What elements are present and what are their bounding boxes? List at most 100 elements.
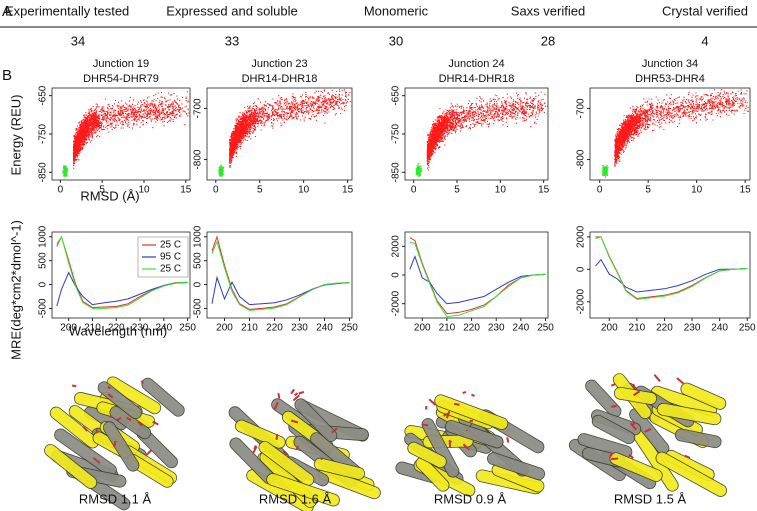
cd-line [595,236,748,300]
column-header: Saxs verified [511,3,585,18]
y-tick-label: 500 [38,252,49,269]
energy-cloud [614,89,749,167]
x-tick-label: 5 [99,185,105,196]
rmsd-label: RMSD 1.5 Å [614,491,687,506]
y-tick-label: 0 [391,272,402,278]
helix [487,452,546,481]
x-axis-label: Wavelength (nm) [69,323,168,338]
side-chain [295,445,300,450]
y-tick-label: 2000 [391,235,402,258]
side-chain [320,457,323,461]
helix [313,457,365,480]
plot-frame [589,87,751,181]
legend-label: 25 C [160,240,181,251]
x-tick-label: 230 [132,323,149,334]
x-tick-label: 230 [488,323,505,334]
side-chain [471,393,475,397]
x-tick-label: 240 [155,323,172,334]
x-tick-label: 210 [241,323,258,334]
helix [49,406,99,449]
legend-label: 95 C [160,252,181,263]
helix [585,379,622,418]
y-tick-label: -700 [193,98,204,118]
plot-frame [51,231,191,319]
x-tick-label: 200 [216,323,233,334]
x-tick-label: 220 [108,323,125,334]
rmsd-label: RMSD 0.9 Å [434,491,507,506]
side-chain [290,419,299,424]
side-chain [290,388,296,395]
plot-frame [589,231,751,319]
legend-label: 25 C [160,264,181,275]
count: 33 [225,33,239,48]
helix [102,421,140,472]
x-tick-label: 10 [298,185,310,196]
side-chain [108,415,112,419]
side-chain [116,416,122,422]
helix [97,381,142,420]
helix [591,414,636,445]
x-tick-label: 5 [454,185,460,196]
count: 34 [71,33,85,48]
x-tick-label: 240 [316,323,333,334]
y-tick-label: 0 [38,281,49,287]
y-tick-label: -2000 [576,289,587,315]
side-chain [82,425,89,432]
side-chain [609,452,614,458]
cd-line [409,254,546,305]
x-tick-label: 220 [463,323,480,334]
junction-title: Junction 23 [251,58,307,70]
helix [141,377,185,417]
x-tick-label: 250 [537,323,554,334]
helix [674,428,722,449]
rmsd-label: RMSD 1.6 Å [259,491,332,506]
cd-line [595,236,748,300]
count: 4 [701,33,708,48]
count: 30 [389,33,403,48]
rmsd-label: RMSD 1.1 Å [79,491,152,506]
helix [415,456,450,492]
y-tick-label: -650 [38,85,49,105]
side-chain [152,420,159,426]
y-tick-label: -750 [38,124,49,144]
helix [444,420,504,449]
y-tick-label: 0 [576,266,587,272]
x-tick-label: 0 [213,185,219,196]
side-chain [95,428,99,434]
cd-line [56,271,188,307]
structure [395,390,546,497]
side-chain [454,402,460,406]
side-chain [294,392,299,397]
pair-title: DHR53-DHR4 [635,73,705,85]
side-chain [628,453,634,460]
side-chain [632,383,636,390]
x-tick-label: 240 [711,323,728,334]
column-header: Monomeric [364,3,429,18]
plot-frame [206,231,353,319]
side-chain [252,445,258,454]
helix [266,473,340,507]
side-chain [137,420,143,427]
native-cloud [415,162,423,178]
plot-frame [206,87,353,181]
x-tick-label: 15 [538,185,550,196]
side-chain [71,384,77,388]
side-chain [462,443,470,451]
y-tick-label: -750 [391,124,402,144]
side-chain [421,423,429,427]
x-tick-label: 230 [291,323,308,334]
side-chain [445,411,451,419]
helix [106,376,162,415]
side-chain [292,394,300,402]
x-tick-label: 10 [138,185,150,196]
y-tick-label: 1000 [38,225,49,248]
side-chain [448,439,453,444]
helix [44,444,98,489]
side-chain [462,390,467,394]
side-chain [125,416,132,422]
side-chain [611,404,617,408]
column-header: Expressed and soluble [166,3,298,18]
side-chain [610,383,616,387]
helix [421,418,460,478]
